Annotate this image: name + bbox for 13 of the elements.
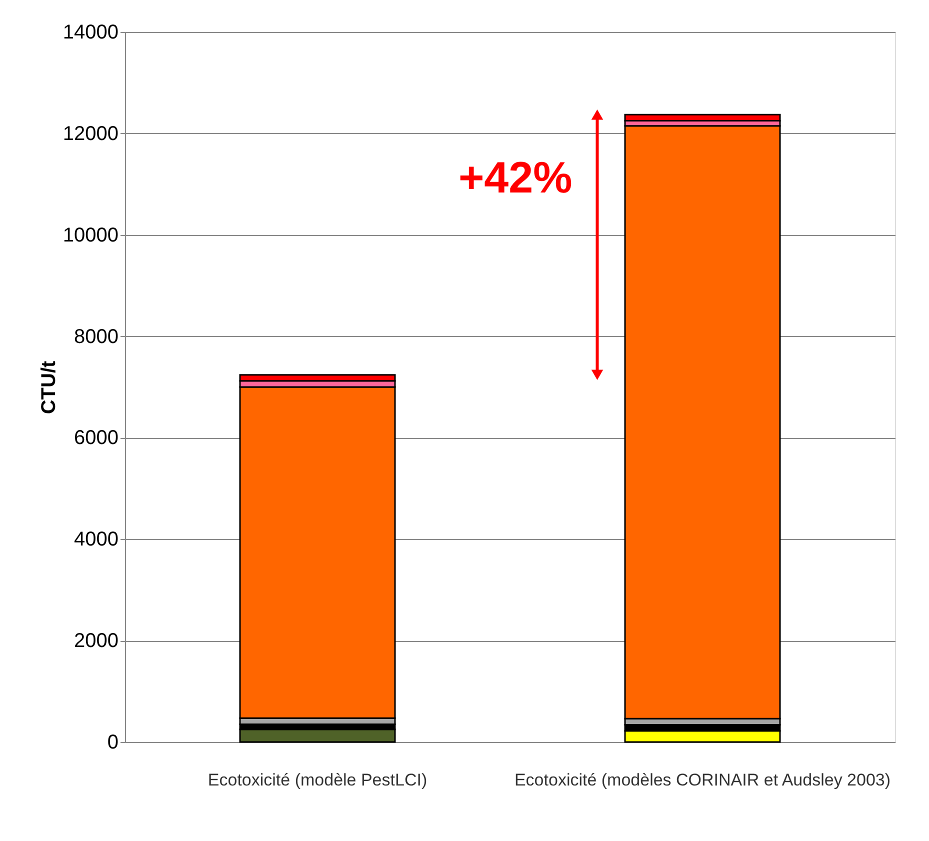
y-tick-label: 14000	[62, 22, 118, 44]
y-tick-label: 6000	[74, 427, 118, 450]
y-axis-title: CTU/t	[38, 360, 60, 414]
y-tick-label: 10000	[62, 224, 118, 246]
x-tick-label: Ecotoxicité (modèle PestLCI)	[208, 770, 428, 790]
bar	[239, 728, 396, 743]
y-tick-label: 0	[107, 732, 118, 754]
y-tick-label: 2000	[74, 630, 118, 652]
y-tick-label: 8000	[74, 326, 118, 348]
annotation: +42%	[458, 154, 572, 203]
y-tick-label: 12000	[62, 122, 118, 145]
y-tick-label: 4000	[74, 528, 118, 551]
x-tick-label: Ecotoxicité (modèles CORINAIR et Audsley 2003)	[514, 770, 891, 790]
